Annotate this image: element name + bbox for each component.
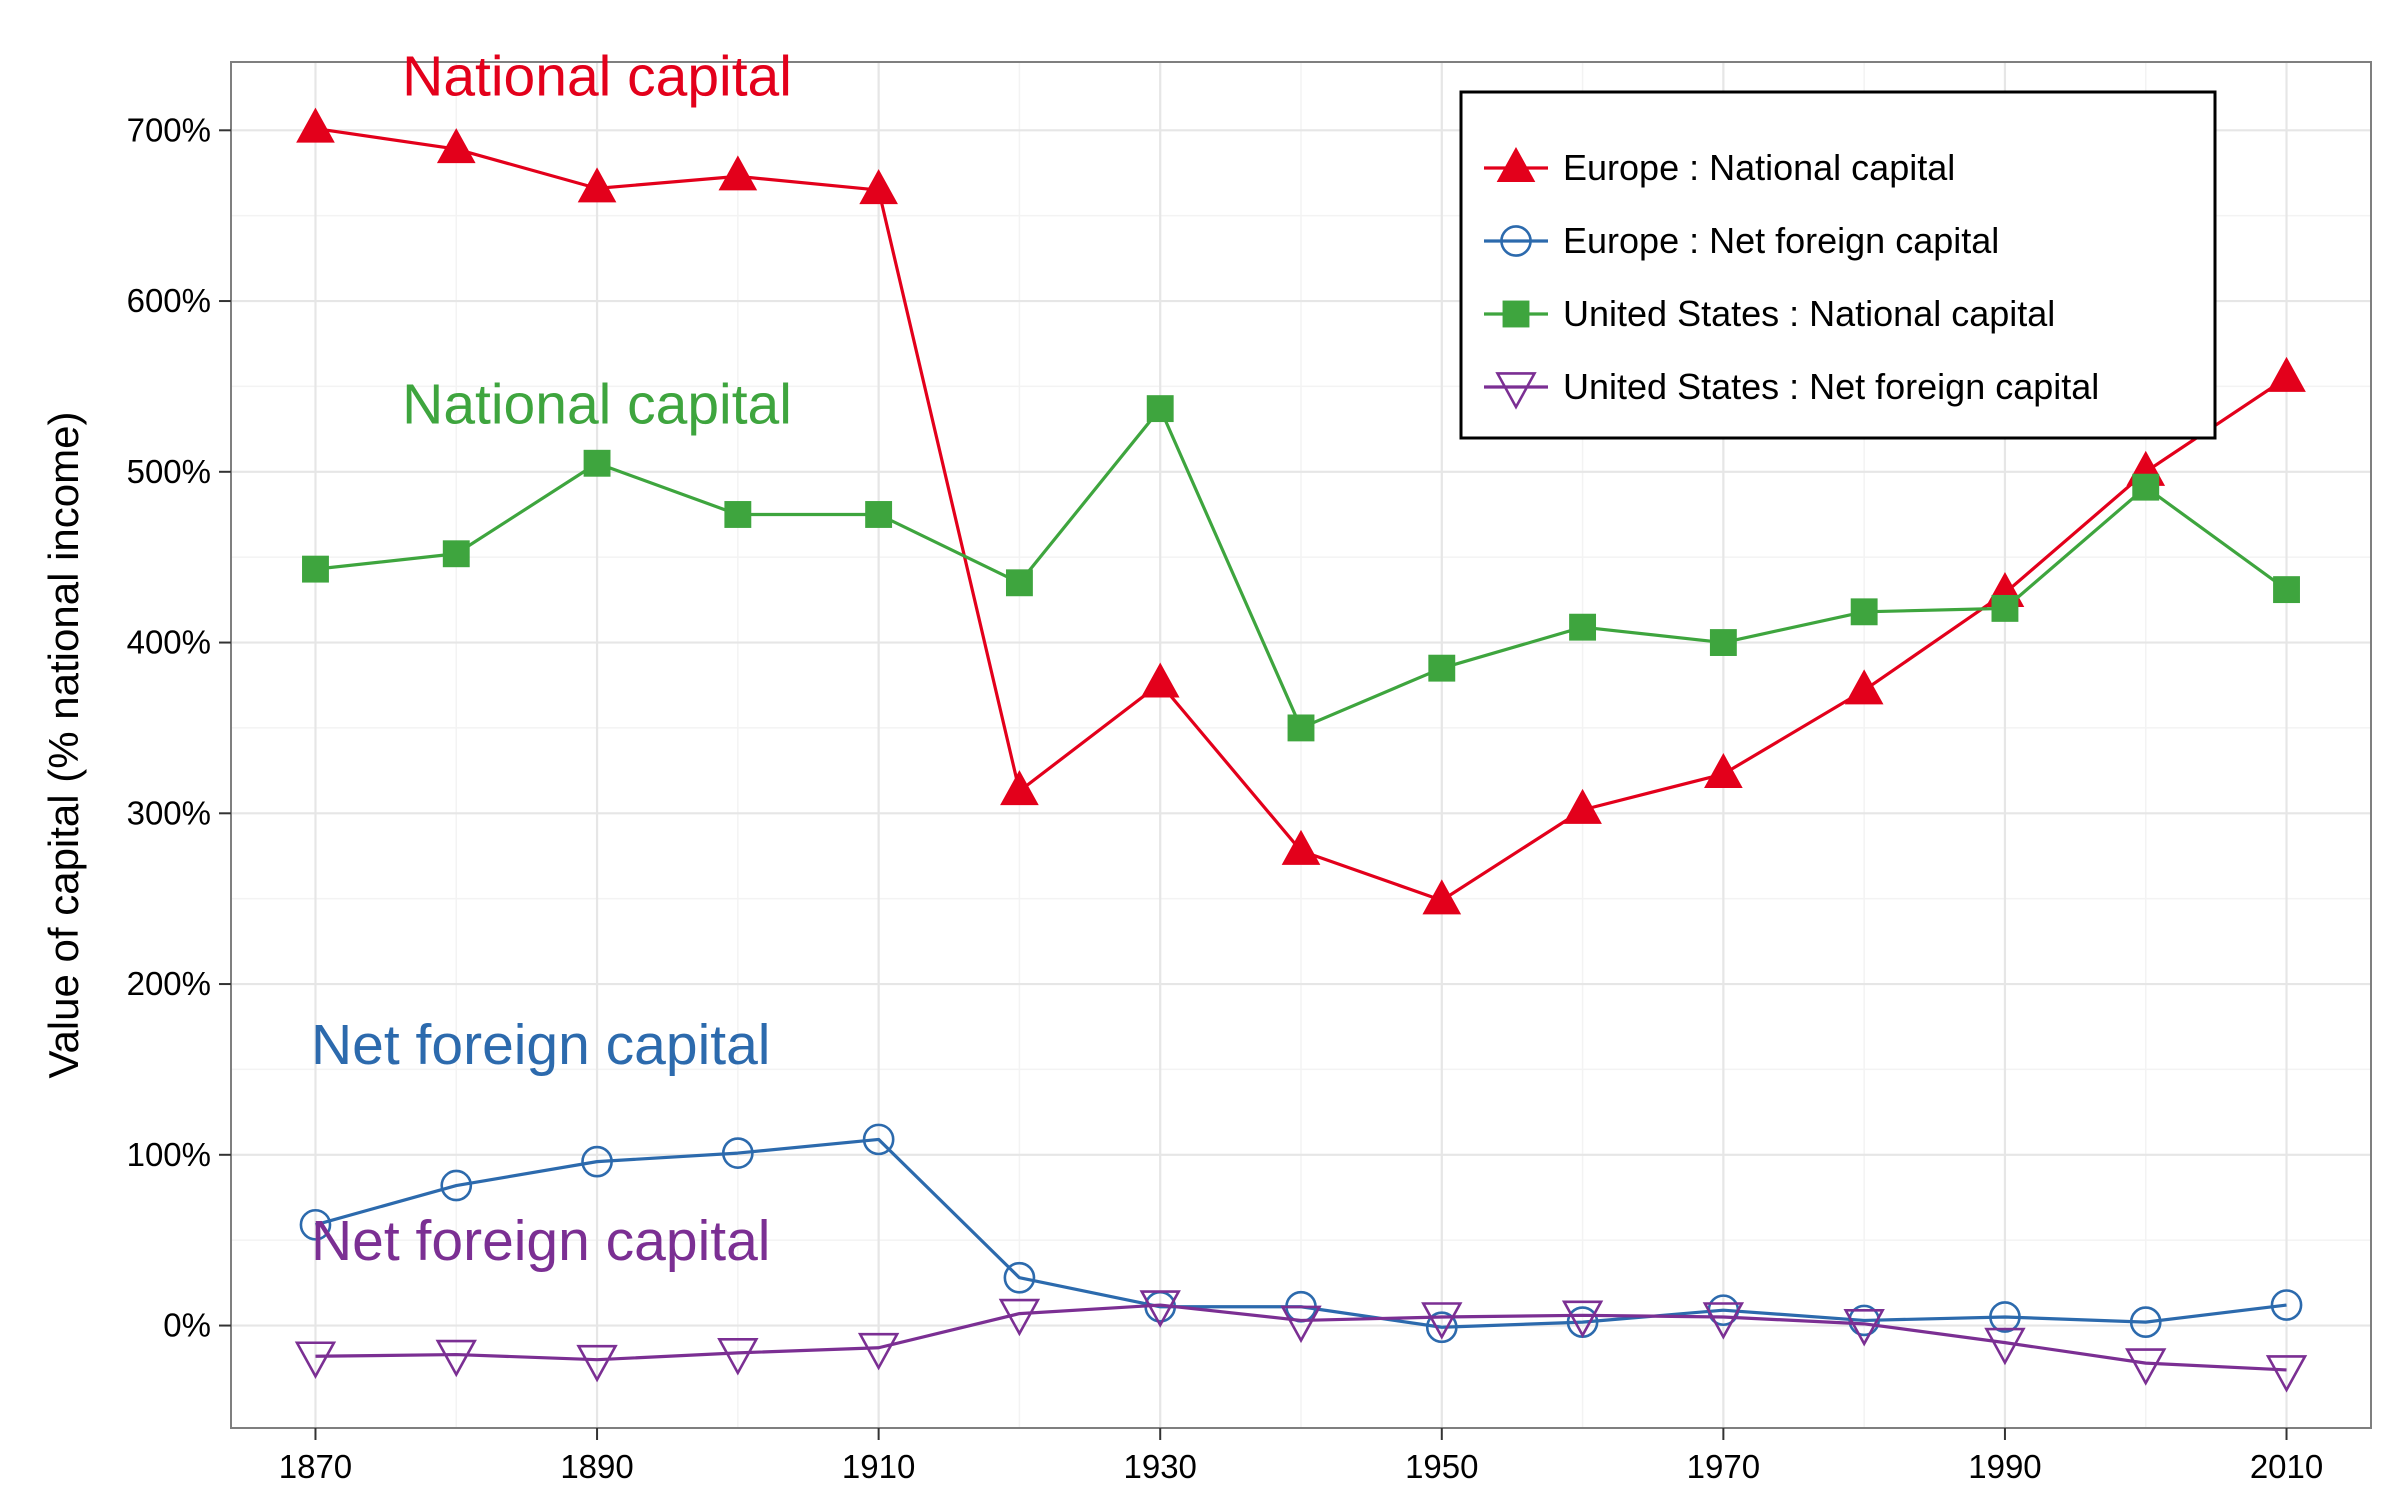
legend-label: Europe : National capital bbox=[1563, 147, 1955, 188]
data-point bbox=[998, 1298, 1041, 1337]
series-united-states-national-capital bbox=[302, 395, 2300, 742]
data-point bbox=[581, 1145, 613, 1178]
data-point bbox=[1421, 1302, 1463, 1340]
legend-item: United States : National capital bbox=[1484, 293, 2055, 334]
data-point bbox=[1704, 753, 1743, 789]
data-point bbox=[2273, 576, 2300, 604]
data-point bbox=[583, 449, 611, 477]
data-point bbox=[1561, 1300, 1604, 1338]
data-point bbox=[1425, 1311, 1458, 1344]
y-tick-label: 300% bbox=[127, 794, 211, 831]
series-united-states-net-foreign-capital bbox=[294, 1290, 2308, 1393]
data-point bbox=[1991, 594, 2019, 622]
y-axis: 0% 100% 200% 300% 400% 500% 600% 700% bbox=[127, 111, 231, 1344]
legend-item: Europe : Net foreign capital bbox=[1484, 220, 1999, 261]
data-point bbox=[724, 501, 752, 528]
legend-item: Europe : National capital bbox=[1484, 147, 1955, 188]
data-point bbox=[721, 1137, 754, 1169]
data-point bbox=[859, 169, 898, 205]
data-point bbox=[1844, 669, 1884, 705]
data-point bbox=[1843, 1309, 1885, 1347]
data-point bbox=[1000, 770, 1039, 806]
data-point bbox=[1500, 225, 1532, 257]
data-point bbox=[1003, 1261, 1036, 1294]
y-tick-label: 700% bbox=[127, 111, 211, 148]
data-point bbox=[436, 128, 476, 164]
data-point bbox=[857, 1332, 900, 1371]
data-point bbox=[1496, 147, 1536, 183]
data-point bbox=[2265, 1355, 2308, 1393]
data-point bbox=[2125, 1348, 2167, 1386]
x-tick-label: 1930 bbox=[1123, 1448, 1196, 1485]
data-point bbox=[1850, 598, 1878, 626]
data-point bbox=[718, 155, 758, 191]
series-line bbox=[315, 1303, 2287, 1372]
annotation-label: National capital bbox=[402, 373, 792, 437]
data-point bbox=[1569, 613, 1597, 641]
data-point bbox=[1989, 1301, 2021, 1333]
y-tick-label: 500% bbox=[127, 453, 211, 490]
data-point bbox=[1005, 569, 1033, 597]
annotation-layer: National capital National capital Net fore… bbox=[311, 45, 792, 1274]
x-tick-label: 1890 bbox=[560, 1448, 633, 1485]
legend: Europe : National capital Europe : Net fo… bbox=[1459, 90, 2217, 440]
y-tick-label: 600% bbox=[127, 282, 211, 319]
data-point bbox=[2267, 356, 2306, 392]
data-point bbox=[1702, 1302, 1745, 1340]
data-point bbox=[302, 555, 329, 583]
data-point bbox=[2132, 473, 2160, 501]
legend-box bbox=[1459, 90, 2217, 440]
data-point bbox=[1502, 300, 1530, 328]
data-point bbox=[577, 167, 617, 203]
x-tick-label: 1990 bbox=[1968, 1448, 2041, 1485]
data-point bbox=[865, 501, 893, 528]
data-point bbox=[442, 540, 470, 568]
data-point bbox=[294, 1341, 337, 1379]
y-tick-label: 200% bbox=[127, 965, 211, 1002]
x-tick-label: 2010 bbox=[2250, 1448, 2323, 1485]
legend-label: United States : Net foreign capital bbox=[1563, 366, 2099, 407]
data-point bbox=[440, 1169, 473, 1202]
data-point bbox=[1709, 629, 1737, 656]
data-point bbox=[1139, 1290, 1181, 1328]
plot-border bbox=[230, 61, 2372, 1429]
data-point bbox=[1984, 1327, 2026, 1366]
data-point bbox=[1140, 662, 1180, 698]
data-point bbox=[862, 1123, 895, 1156]
data-point bbox=[1563, 788, 1602, 824]
annotation-label: Net foreign capital bbox=[311, 1209, 770, 1273]
x-tick-label: 1950 bbox=[1405, 1448, 1478, 1485]
data-point bbox=[296, 107, 335, 143]
data-point bbox=[1281, 829, 1321, 865]
data-point bbox=[299, 1208, 332, 1241]
x-tick-label: 1970 bbox=[1687, 1448, 1760, 1485]
data-point bbox=[1495, 372, 1537, 410]
y-tick-label: 100% bbox=[127, 1136, 211, 1173]
data-point bbox=[435, 1339, 477, 1378]
data-point bbox=[2270, 1289, 2303, 1321]
y-tick-label: 400% bbox=[127, 624, 211, 661]
data-point bbox=[2129, 1306, 2162, 1338]
y-axis-title: Value of capital (% national income) bbox=[40, 412, 87, 1079]
legend-label: United States : National capital bbox=[1563, 293, 2055, 334]
y-tick-label: 0% bbox=[163, 1307, 211, 1344]
legend-item: United States : Net foreign capital bbox=[1484, 366, 2099, 410]
data-point bbox=[1428, 654, 1456, 682]
data-point bbox=[576, 1344, 618, 1383]
series-layer bbox=[294, 107, 2308, 1393]
x-axis: 1870 1890 1910 1930 1950 1970 1990 2010 bbox=[279, 1428, 2323, 1485]
legend-label: Europe : Net foreign capital bbox=[1563, 220, 1999, 261]
data-point bbox=[1422, 879, 1462, 915]
series-europe-national-capital bbox=[296, 107, 2306, 915]
data-point bbox=[1287, 714, 1315, 742]
annotation-label: National capital bbox=[402, 45, 792, 109]
data-point bbox=[1146, 395, 1174, 423]
data-point bbox=[1848, 1304, 1881, 1337]
data-point bbox=[1280, 1305, 1322, 1344]
annotation-label: Net foreign capital bbox=[311, 1013, 770, 1077]
x-tick-label: 1910 bbox=[842, 1448, 915, 1485]
x-tick-label: 1870 bbox=[279, 1448, 352, 1485]
data-point bbox=[717, 1338, 759, 1376]
